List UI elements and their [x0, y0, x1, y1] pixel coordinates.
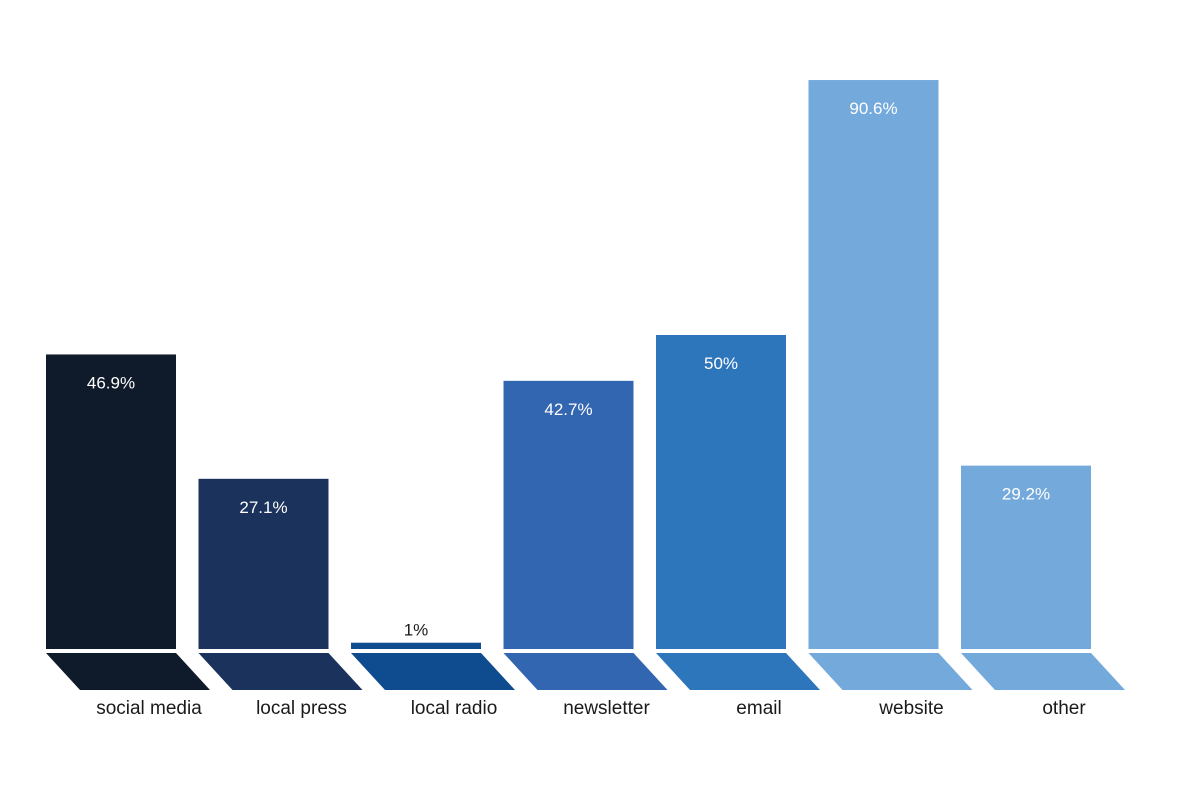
category-label-local-radio: local radio	[411, 698, 498, 719]
category-label-local-press: local press	[256, 698, 347, 719]
value-label-social-media: 46.9%	[87, 373, 135, 392]
bar-email	[656, 335, 786, 649]
bar-website	[808, 80, 939, 650]
bars-group	[46, 80, 1091, 650]
category-label-newsletter: newsletter	[563, 698, 650, 719]
bar-base-newsletter	[503, 653, 668, 690]
bar-bases-group	[46, 653, 1125, 690]
bar-newsletter	[503, 380, 634, 649]
bar-base-local-radio	[351, 653, 515, 690]
category-label-website: website	[878, 698, 943, 719]
value-label-newsletter: 42.7%	[544, 400, 592, 419]
value-label-other: 29.2%	[1002, 485, 1050, 504]
value-labels-group: 46.9% 27.1% 1% 42.7% 50% 90.6% 29.2%	[87, 99, 1050, 640]
category-labels-group: social media local press local radio newsle…	[96, 698, 1086, 719]
bar-base-other	[961, 653, 1125, 690]
bar-local-radio	[351, 642, 481, 649]
category-label-email: email	[736, 698, 781, 719]
category-label-social-media: social media	[96, 698, 202, 719]
value-label-email: 50%	[704, 354, 738, 373]
bar-local-press	[198, 478, 329, 649]
bar-base-social-media	[46, 653, 210, 690]
value-label-local-radio: 1%	[404, 621, 429, 640]
bar-base-local-press	[198, 653, 363, 690]
value-label-website: 90.6%	[849, 99, 897, 118]
category-label-other: other	[1042, 698, 1086, 719]
bar-other	[961, 465, 1091, 649]
bar-social-media	[46, 354, 176, 649]
bar-base-website	[808, 653, 973, 690]
bar-base-email	[656, 653, 820, 690]
value-label-local-press: 27.1%	[239, 498, 287, 517]
